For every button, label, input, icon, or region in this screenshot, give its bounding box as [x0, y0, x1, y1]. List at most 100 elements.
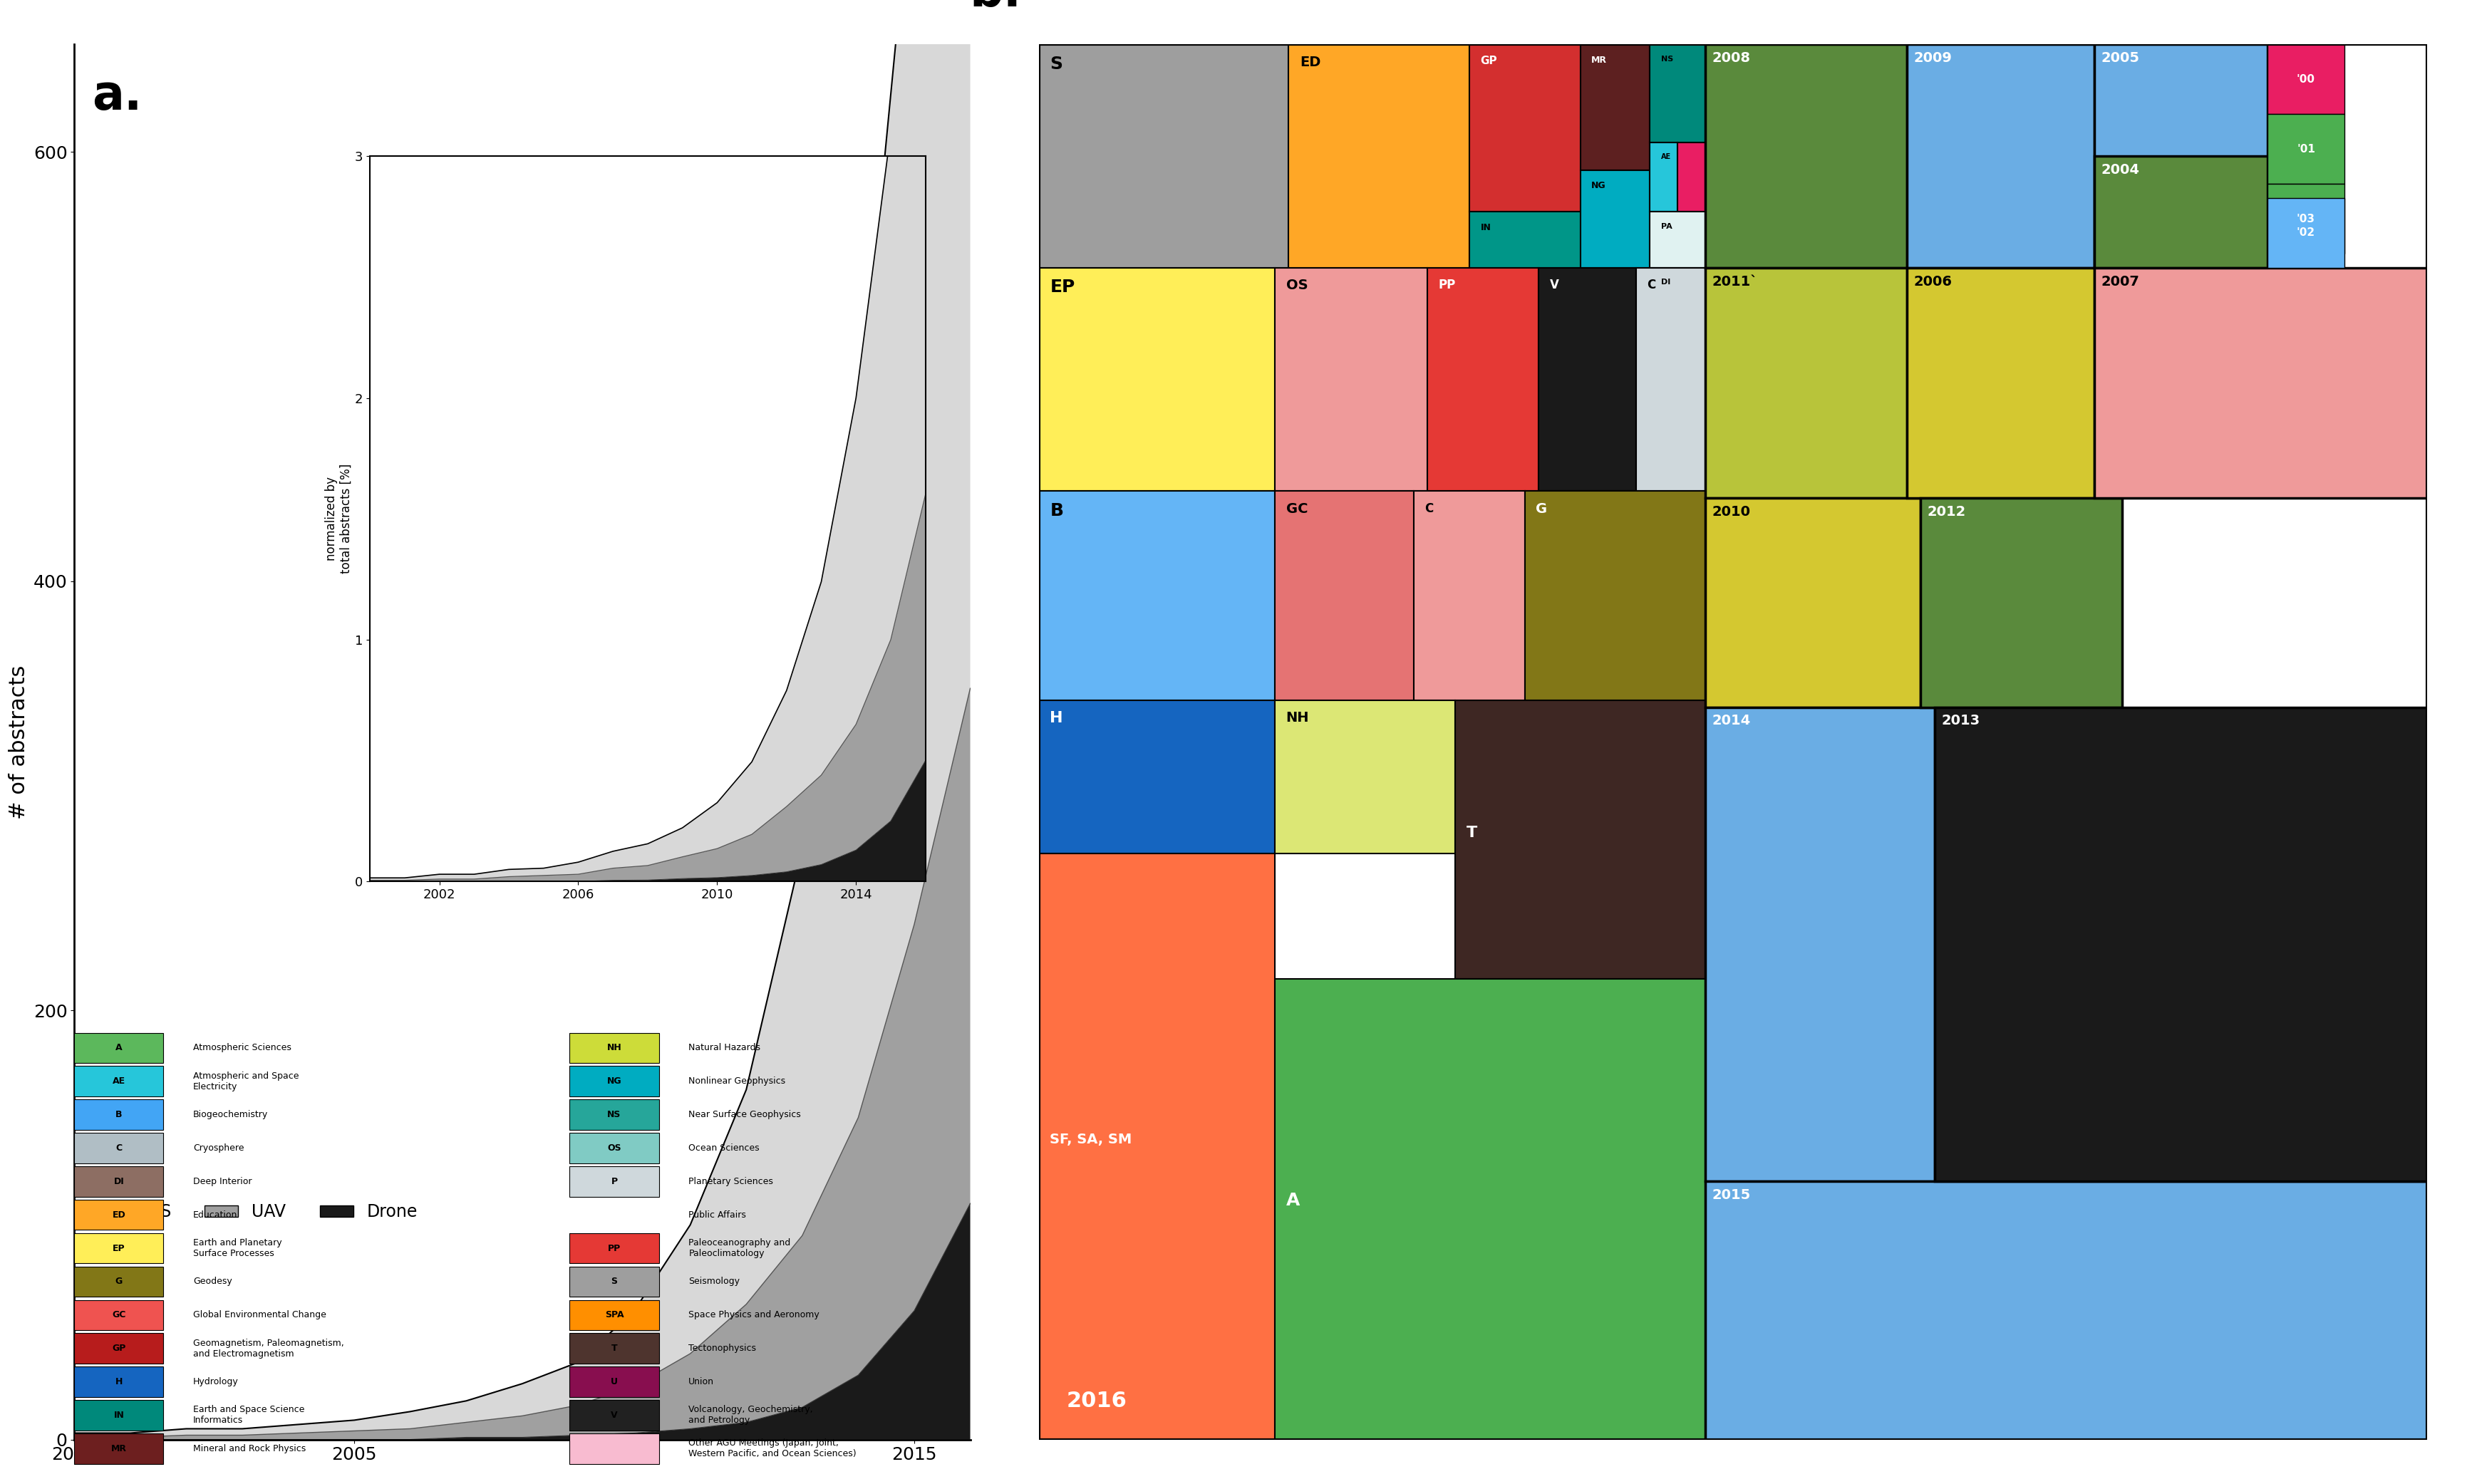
Text: a.: a.: [92, 73, 141, 119]
Text: EP: EP: [1050, 279, 1075, 295]
FancyBboxPatch shape: [570, 1434, 659, 1463]
Text: NH: NH: [607, 1043, 622, 1052]
Bar: [1704, 45, 1907, 267]
Text: Geodesy: Geodesy: [193, 1276, 233, 1287]
FancyBboxPatch shape: [570, 1367, 659, 1396]
Text: 2010: 2010: [1712, 505, 1751, 518]
FancyBboxPatch shape: [570, 1233, 659, 1263]
FancyBboxPatch shape: [74, 1333, 163, 1364]
Text: Deep Interior: Deep Interior: [193, 1177, 253, 1186]
Bar: [1650, 142, 1677, 212]
FancyBboxPatch shape: [570, 1333, 659, 1364]
Text: H: H: [1050, 711, 1063, 726]
Bar: [1276, 267, 1427, 491]
Bar: [1427, 267, 1538, 491]
Bar: [1276, 700, 1456, 853]
Text: Earth and Space Science
Informatics: Earth and Space Science Informatics: [193, 1405, 305, 1425]
Text: OS: OS: [1286, 279, 1308, 292]
Bar: [1704, 267, 1907, 499]
Text: A: A: [116, 1043, 121, 1052]
Text: Education: Education: [193, 1209, 238, 1220]
Text: V: V: [612, 1410, 617, 1420]
Text: EP: EP: [111, 1244, 126, 1252]
Text: DI: DI: [114, 1177, 124, 1186]
Text: C: C: [116, 1143, 121, 1153]
Bar: [2093, 45, 2269, 267]
Bar: [1580, 171, 1650, 267]
Bar: [2093, 156, 2269, 267]
Bar: [1276, 979, 1704, 1439]
Bar: [1704, 706, 1935, 1181]
Text: C: C: [1647, 279, 1655, 292]
Text: Ocean Sciences: Ocean Sciences: [689, 1143, 760, 1153]
Text: Tectonophysics: Tectonophysics: [689, 1343, 755, 1353]
Text: PA: PA: [1662, 223, 1672, 230]
Bar: [1038, 45, 1288, 267]
Text: Seismology: Seismology: [689, 1276, 741, 1287]
Text: NS: NS: [1662, 56, 1672, 62]
Text: S: S: [612, 1276, 617, 1287]
Text: G: G: [116, 1276, 121, 1287]
FancyBboxPatch shape: [74, 1199, 163, 1230]
FancyBboxPatch shape: [570, 1033, 659, 1063]
Bar: [1907, 45, 2093, 267]
Text: IN: IN: [1481, 223, 1491, 233]
Bar: [1038, 853, 1276, 1439]
Text: B: B: [116, 1110, 121, 1119]
Text: S: S: [1050, 56, 1063, 73]
Bar: [1038, 267, 1276, 491]
Text: A: A: [1286, 1192, 1300, 1209]
FancyBboxPatch shape: [570, 1266, 659, 1297]
Text: 2013: 2013: [1942, 714, 1979, 727]
Text: 2004: 2004: [2100, 163, 2140, 177]
FancyBboxPatch shape: [570, 1132, 659, 1163]
Bar: [1704, 1181, 2427, 1439]
Text: '03: '03: [2296, 214, 2316, 224]
FancyBboxPatch shape: [570, 1100, 659, 1129]
Bar: [1907, 267, 2093, 499]
Text: Natural Hazards: Natural Hazards: [689, 1043, 760, 1052]
Text: T: T: [612, 1343, 617, 1353]
Bar: [1414, 491, 1526, 700]
FancyBboxPatch shape: [74, 1300, 163, 1330]
Text: Space Physics and Aeronomy: Space Physics and Aeronomy: [689, 1310, 820, 1319]
FancyBboxPatch shape: [570, 1066, 659, 1097]
Text: C: C: [1424, 502, 1434, 515]
Text: 2007: 2007: [2100, 275, 2140, 288]
Bar: [2269, 184, 2343, 254]
Text: U: U: [612, 1377, 617, 1386]
Text: AE: AE: [1662, 153, 1672, 160]
Bar: [2269, 197, 2343, 267]
Bar: [2269, 45, 2343, 114]
Bar: [1538, 267, 1635, 491]
Text: NG: NG: [607, 1076, 622, 1086]
Text: ED: ED: [1300, 56, 1320, 70]
Text: 2005: 2005: [2100, 52, 2140, 65]
Y-axis label: # of abstracts: # of abstracts: [10, 665, 30, 819]
Bar: [1650, 212, 1704, 267]
FancyBboxPatch shape: [74, 1100, 163, 1129]
Text: PP: PP: [1439, 279, 1456, 292]
FancyBboxPatch shape: [74, 1233, 163, 1263]
FancyBboxPatch shape: [74, 1399, 163, 1431]
Text: Atmospheric and Space
Electricity: Atmospheric and Space Electricity: [193, 1071, 300, 1091]
FancyBboxPatch shape: [74, 1166, 163, 1196]
Text: G: G: [1536, 502, 1548, 515]
Bar: [1469, 212, 1580, 267]
Bar: [1456, 700, 1704, 979]
Text: PP: PP: [607, 1244, 622, 1252]
Text: 2015: 2015: [1712, 1189, 1751, 1202]
Text: T: T: [1466, 825, 1476, 840]
Text: IN: IN: [114, 1410, 124, 1420]
Text: NG: NG: [1590, 181, 1605, 190]
FancyBboxPatch shape: [570, 1399, 659, 1431]
Bar: [1526, 491, 1704, 700]
Text: Mineral and Rock Physics: Mineral and Rock Physics: [193, 1444, 307, 1453]
Text: Global Environmental Change: Global Environmental Change: [193, 1310, 327, 1319]
Text: GP: GP: [111, 1343, 126, 1353]
Text: Public Affairs: Public Affairs: [689, 1209, 746, 1220]
Text: Cryosphere: Cryosphere: [193, 1143, 245, 1153]
Bar: [1276, 491, 1414, 700]
FancyBboxPatch shape: [74, 1033, 163, 1063]
Bar: [2269, 114, 2343, 184]
